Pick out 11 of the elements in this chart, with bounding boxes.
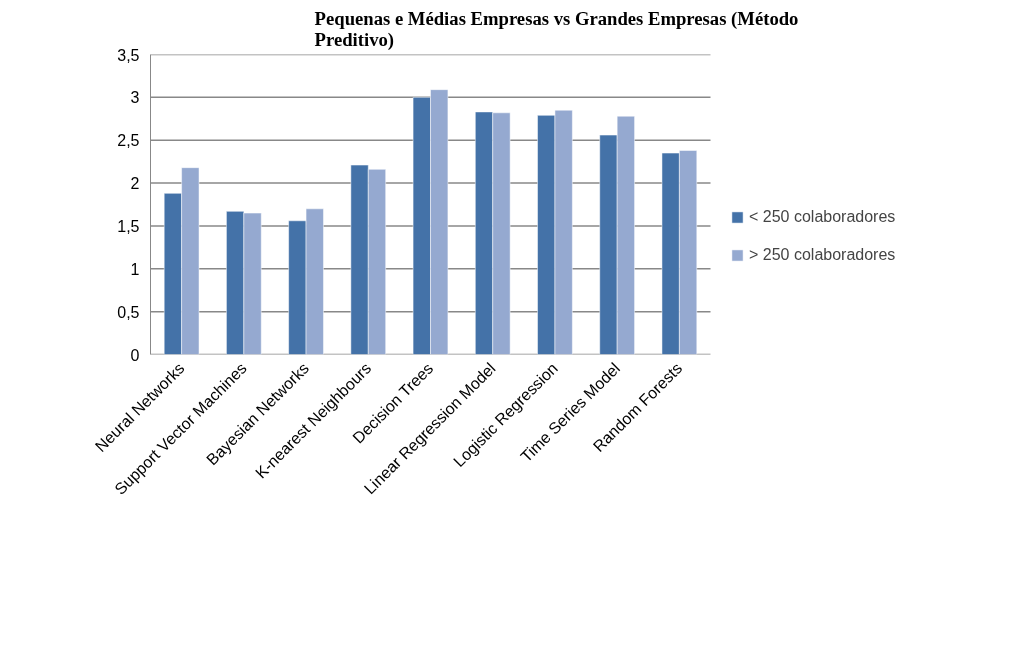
- y-tick-label: 3,5: [117, 46, 140, 64]
- y-tick-label: 2,5: [117, 132, 140, 150]
- legend-label: < 250 colaboradores: [749, 208, 896, 226]
- legend-label: > 250 colaboradores: [749, 246, 896, 264]
- y-tick-label: 3: [130, 89, 140, 107]
- y-tick-label: 1: [130, 260, 140, 278]
- y-tick-label: 1,5: [117, 217, 140, 235]
- chart-title: Pequenas e Médias Empresas vs Grandes Empresas (Método Preditivo): [314, 7, 799, 51]
- y-tick-label: 2: [130, 175, 140, 193]
- y-tick-label: 0,5: [117, 303, 140, 321]
- y-tick-label: 0: [130, 346, 140, 364]
